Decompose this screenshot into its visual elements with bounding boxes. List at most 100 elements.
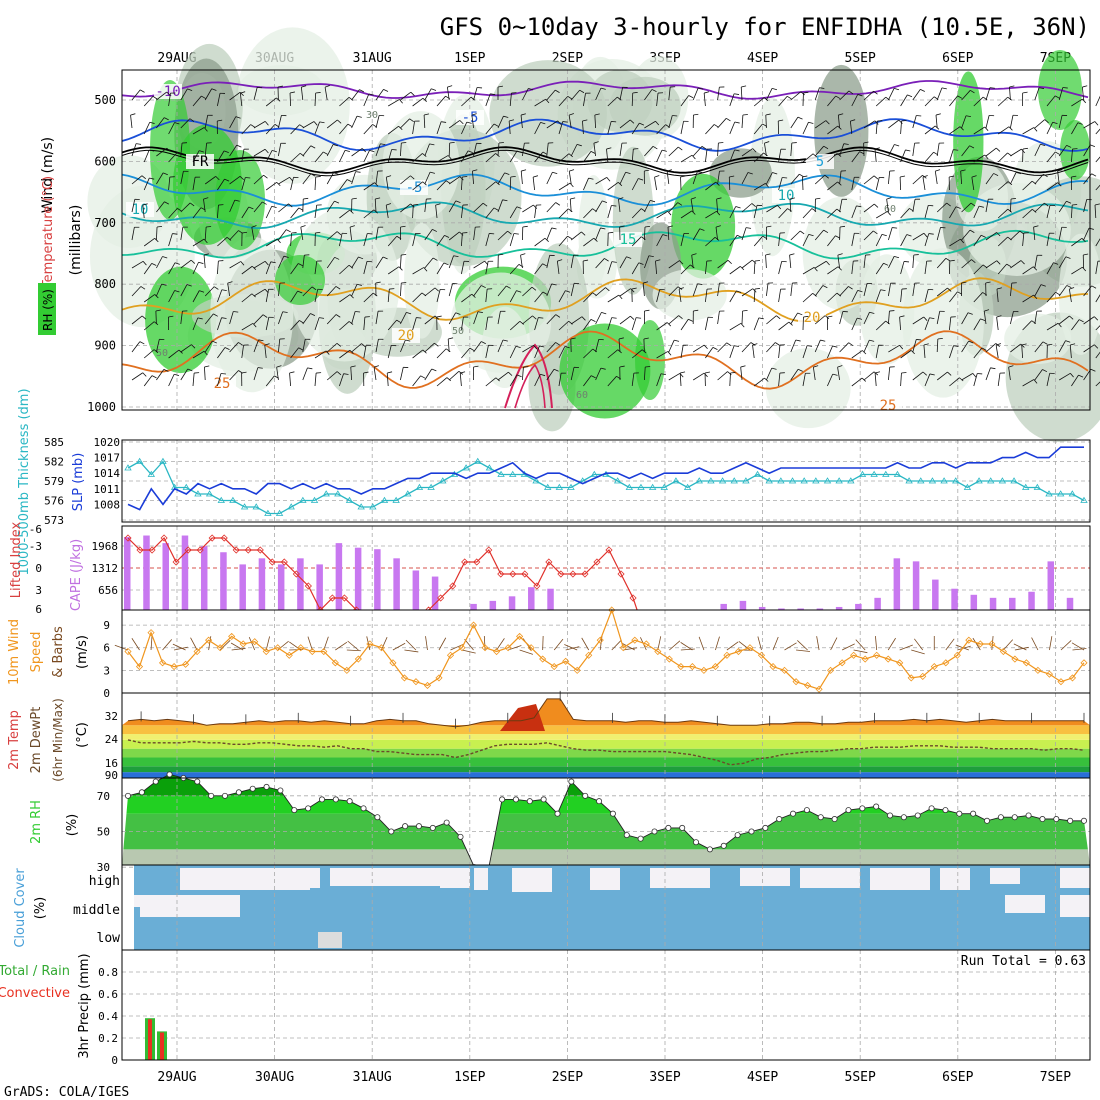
wind-barb	[595, 87, 602, 101]
wind-barb-flag	[1066, 285, 1072, 288]
wind-barb	[241, 265, 253, 275]
wind-barb	[900, 208, 910, 219]
isotherm-label-bg	[806, 154, 834, 169]
wind-barb	[229, 311, 234, 325]
wind-barb-flag	[136, 143, 142, 145]
wind-barb-flag	[348, 264, 354, 269]
wind-barb	[692, 372, 705, 381]
wind-10m-barb	[507, 645, 522, 651]
wind-barb-flag	[434, 287, 439, 292]
wind-10m-barb	[581, 637, 590, 651]
wind-barb	[314, 92, 317, 107]
wind-barb	[606, 149, 609, 163]
wind-barb-flag	[224, 347, 230, 351]
wind-barb-flag	[875, 371, 881, 374]
wind-speed-point	[976, 640, 984, 648]
wind-barb	[448, 231, 460, 241]
wind-barb-flag	[906, 234, 912, 237]
wind-barb	[996, 317, 999, 331]
wind-barb	[168, 349, 180, 359]
wind-barb-flag	[730, 372, 736, 374]
wind-speed-point	[446, 651, 455, 659]
wind-barb	[278, 115, 282, 129]
wind-barb-flag	[984, 126, 989, 131]
wind-barb-flag	[980, 234, 986, 238]
thickness-point	[998, 477, 1007, 484]
lifted-index-point	[425, 606, 433, 610]
wind-barb-flag	[288, 203, 293, 208]
wind-barb-flag	[215, 176, 220, 181]
wind-barb	[888, 283, 891, 297]
lifted-index-point	[220, 534, 228, 542]
wind-barb-flag	[319, 121, 325, 124]
wind-barb	[618, 199, 621, 213]
wind-barb	[192, 207, 202, 219]
wind-barb	[497, 285, 507, 297]
wind-barb-flag	[310, 173, 316, 177]
wind-barb	[997, 263, 1007, 275]
wind-barb	[973, 126, 985, 135]
wind-barb	[1083, 344, 1095, 353]
wind-barb-flag	[795, 339, 801, 342]
wind-barb	[1081, 87, 1084, 101]
rh-high-shading	[215, 150, 265, 250]
slp-tick: 1020	[94, 436, 121, 449]
wind-barb-flag	[978, 205, 984, 208]
wind-barb-flag	[824, 174, 829, 179]
wind-barb-flag	[959, 377, 964, 382]
wind-barb-flag	[516, 290, 522, 293]
wind-barb-flag	[691, 210, 696, 215]
wind-barb-flag	[679, 260, 684, 265]
wind-barb-flag	[264, 121, 269, 126]
wind-barb	[339, 373, 344, 387]
lifted-index-tick: -6	[29, 523, 42, 536]
wind-barb	[875, 121, 878, 135]
rh-point	[152, 778, 159, 785]
cape-bar	[874, 597, 881, 610]
rh-point	[346, 798, 353, 805]
slp-tick: 1011	[94, 483, 121, 496]
wind-barb	[875, 234, 883, 247]
wind-barb-flag	[240, 91, 246, 94]
wind-barb	[997, 181, 1009, 191]
wind-10m-barb	[172, 643, 186, 651]
cloud-row-label: low	[97, 931, 121, 946]
wind-barb	[302, 173, 312, 185]
wind-speed-point	[596, 636, 604, 644]
wind-barb	[436, 262, 445, 275]
wind-barb	[656, 124, 666, 135]
wind-barb	[227, 283, 230, 297]
wind-barb-flag	[1053, 262, 1059, 265]
rh-shading	[481, 306, 528, 389]
wind-barb	[473, 260, 485, 269]
thickness-point	[392, 496, 400, 503]
wind-barb-flag	[187, 88, 193, 91]
wind-barb	[461, 205, 464, 219]
wind-barb	[985, 199, 989, 213]
wind-barb-flag	[542, 291, 548, 295]
wind-barb-flag	[174, 290, 180, 293]
wind-barb-flag	[224, 178, 230, 182]
wind-barb-flag	[883, 262, 889, 266]
wind-barb	[278, 311, 284, 325]
wind-barb-flag	[1022, 91, 1028, 94]
wind-barb	[363, 292, 374, 303]
wind-barb	[1083, 199, 1088, 213]
wind-barb	[922, 177, 926, 191]
wind-10m-barb	[231, 647, 246, 651]
wind-barb-flag	[835, 95, 841, 99]
wind-barb	[1034, 87, 1040, 101]
thickness-point	[229, 496, 237, 503]
wind-barb	[1022, 266, 1034, 275]
top-date-label: 6SEP	[942, 51, 973, 66]
wind-barb-flag	[666, 169, 673, 172]
wind-barb-flag	[947, 287, 952, 292]
cape-bar	[893, 558, 901, 610]
lifted-index-point	[366, 619, 372, 625]
wind-barb-flag	[241, 231, 248, 234]
wind-speed-point	[665, 655, 673, 663]
wind-speed-point	[585, 651, 593, 659]
wind-barb	[485, 345, 489, 359]
thickness-point	[194, 490, 202, 497]
wind-barb	[265, 181, 277, 191]
